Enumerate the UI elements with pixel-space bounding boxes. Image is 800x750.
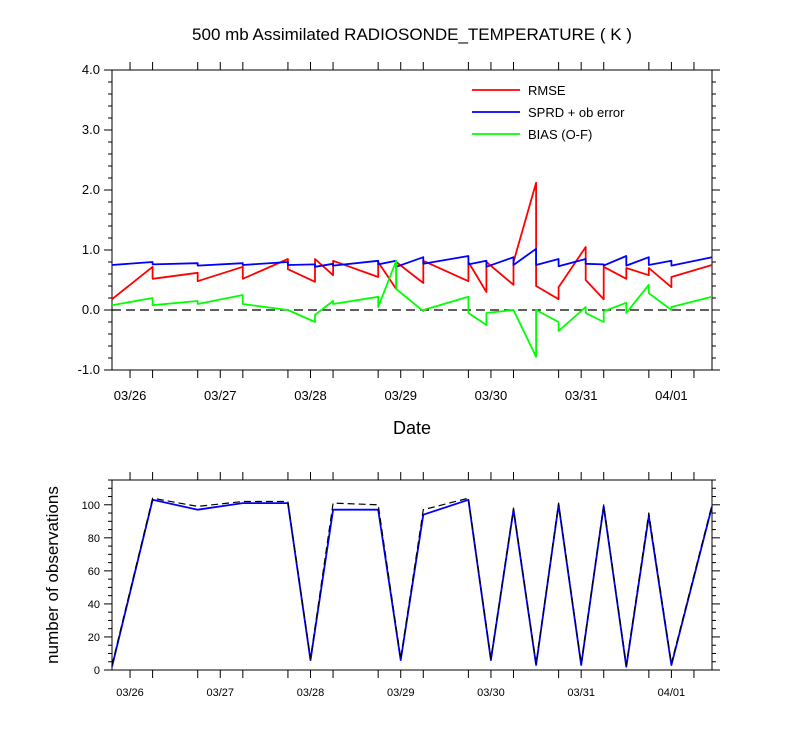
- y-tick-label: 80: [88, 533, 100, 545]
- x-tick-label: 04/01: [658, 687, 686, 699]
- plot-frame: [111, 69, 713, 371]
- rmse-chart: -1.0 0.0 1.0 2.0 3.0 4.0 03/26 03/27 03/28 03/29 0…: [78, 62, 720, 438]
- legend-label: SPRD + ob error: [528, 105, 625, 120]
- y-tick-label: 4.0: [82, 62, 100, 77]
- x-tick-label: 03/26: [114, 388, 147, 403]
- x-tick-label: 03/30: [477, 687, 505, 699]
- y-tick-label: 3.0: [82, 122, 100, 137]
- x-tick-label: 03/27: [204, 388, 237, 403]
- x-tick-label: 04/01: [655, 388, 688, 403]
- y-tick-label: 40: [88, 599, 100, 611]
- x-tick-label: 03/29: [387, 687, 415, 699]
- x-tick-label: 03/29: [384, 388, 417, 403]
- plot-frame: [111, 479, 713, 671]
- y-tick-label: 0: [94, 665, 100, 677]
- x-tick-label: 03/27: [207, 687, 235, 699]
- series-line-assimilated: [111, 498, 713, 668]
- x-tick-label: 03/26: [116, 687, 144, 699]
- series-line-sprd-ob-error: [111, 247, 713, 268]
- y-tick-label: 2.0: [82, 182, 100, 197]
- y-tick-label: 20: [88, 632, 100, 644]
- x-tick-label: 03/28: [297, 687, 325, 699]
- x-tick-label: 03/28: [294, 388, 327, 403]
- y-tick-label: 1.0: [82, 242, 100, 257]
- x-tick-label: 03/31: [567, 687, 595, 699]
- legend-label: BIAS (O-F): [528, 127, 592, 142]
- y-tick-label: 60: [88, 566, 100, 578]
- y-tick-label: 0.0: [82, 302, 100, 317]
- x-tick-label: 03/30: [475, 388, 508, 403]
- legend-label: RMSE: [528, 83, 566, 98]
- y-tick-label: 100: [82, 500, 100, 512]
- y-axis-label: number of observations: [43, 486, 62, 664]
- chart-title: 500 mb Assimilated RADIOSONDE_TEMPERATUR…: [192, 25, 632, 44]
- series-line-total: [111, 497, 713, 666]
- series-line-bias-o-f: [111, 259, 713, 358]
- x-tick-label: 03/31: [565, 388, 598, 403]
- x-axis-label: Date: [393, 418, 431, 438]
- series-line-rmse: [111, 181, 713, 301]
- y-tick-label: -1.0: [78, 362, 100, 377]
- observation-count-chart: 0 20 40 60 80 100 03/26 03/27 03/28 03/29 03/30 03/…: [43, 472, 720, 699]
